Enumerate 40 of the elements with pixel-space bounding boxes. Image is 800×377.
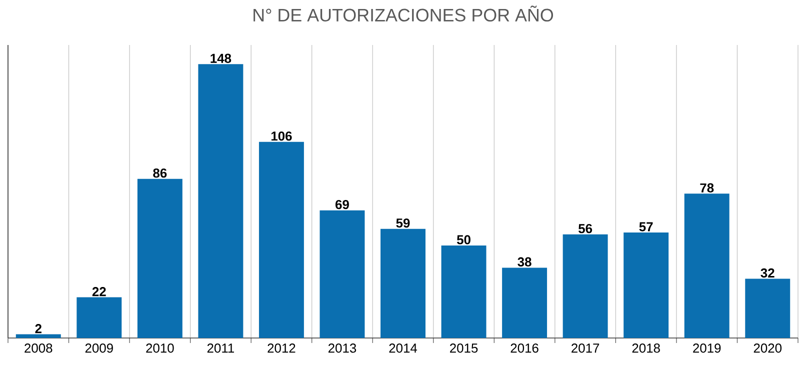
bar: [198, 64, 244, 338]
bar: [137, 178, 182, 338]
x-tick-label: 2008: [24, 344, 52, 353]
bar: [745, 278, 790, 338]
data-label: 57: [639, 222, 653, 232]
bar: [441, 245, 486, 338]
data-label: 86: [153, 168, 167, 178]
data-label: 38: [518, 257, 532, 266]
bar: [16, 334, 61, 338]
x-tick-label: 2009: [85, 344, 113, 353]
bar: [380, 228, 426, 338]
bar: [76, 297, 122, 338]
x-tick-label: 2014: [389, 344, 418, 353]
x-tick-label: 2011: [207, 344, 234, 353]
data-label: 50: [456, 235, 470, 244]
x-tick-label: 2020: [754, 344, 782, 353]
chart-title: N° DE AUTORIZACIONES POR AÑO: [254, 6, 554, 22]
x-tick-label: 2016: [510, 344, 538, 353]
x-tick-label: 2012: [268, 344, 296, 353]
bar: [562, 234, 608, 338]
bar: [502, 268, 548, 338]
data-label: 78: [700, 183, 714, 192]
x-tick-label: 2010: [146, 344, 174, 353]
data-label: 69: [336, 200, 349, 210]
data-label: 32: [760, 268, 774, 278]
x-tick-label: 2013: [328, 344, 356, 353]
bar: [258, 142, 304, 338]
data-label: 56: [578, 224, 592, 234]
x-tick-label: 2019: [693, 344, 721, 353]
bar: [624, 232, 669, 338]
x-tick-label: 2017: [572, 344, 600, 353]
x-tick-label: 2018: [632, 344, 660, 353]
bar: [684, 194, 730, 338]
data-label: 22: [92, 287, 106, 296]
x-tick-label: 2015: [450, 344, 478, 353]
data-label: 148: [210, 54, 232, 63]
bar: [320, 210, 365, 338]
data-label: 106: [271, 132, 292, 141]
data-label: 59: [396, 218, 410, 228]
data-label: 2: [35, 324, 42, 334]
